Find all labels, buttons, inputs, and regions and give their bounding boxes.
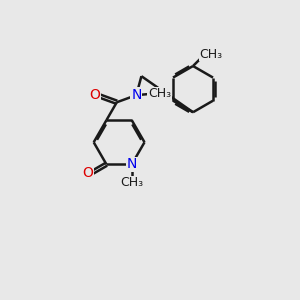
Text: O: O — [89, 88, 100, 102]
Text: CH₃: CH₃ — [148, 87, 171, 100]
Text: CH₃: CH₃ — [200, 48, 223, 61]
Text: N: N — [131, 88, 142, 102]
Text: CH₃: CH₃ — [120, 176, 143, 189]
Text: O: O — [82, 166, 93, 180]
Text: N: N — [127, 157, 137, 171]
